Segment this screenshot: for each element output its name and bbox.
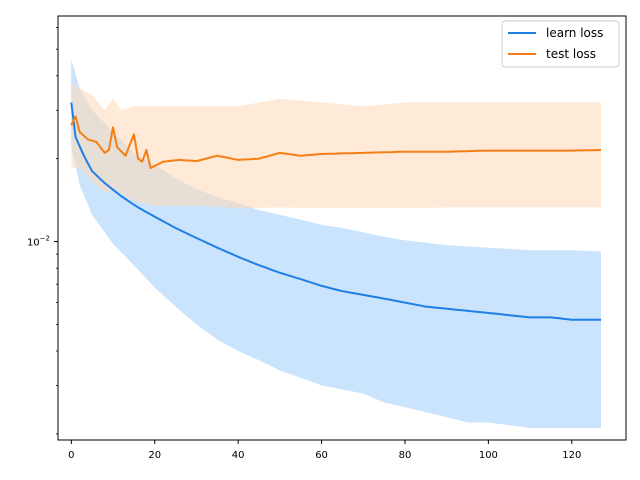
y-axis: 10−2 [27,26,58,435]
x-tick-label: 0 [68,450,74,461]
band-learn-loss [71,59,602,428]
x-tick-label: 120 [562,450,581,461]
x-tick-label: 60 [315,450,328,461]
line-test-loss [70,115,602,169]
confidence-bands [71,59,602,428]
series-lines [70,102,602,321]
x-tick-label: 100 [479,450,498,461]
x-tick-label: 80 [399,450,412,461]
band-test-loss [71,82,602,209]
y-tick-label: 10−2 [27,235,50,249]
plot-frame [57,15,627,441]
legend-label-test-loss: test loss [546,47,596,61]
legend-label-learn-loss: learn loss [546,26,603,40]
x-tick-label: 40 [232,450,245,461]
x-axis: 0 20 40 60 80 100 120 [68,440,581,461]
line-learn-loss [70,102,601,321]
legend: learn loss test loss [501,20,620,68]
x-tick-label: 20 [148,450,161,461]
